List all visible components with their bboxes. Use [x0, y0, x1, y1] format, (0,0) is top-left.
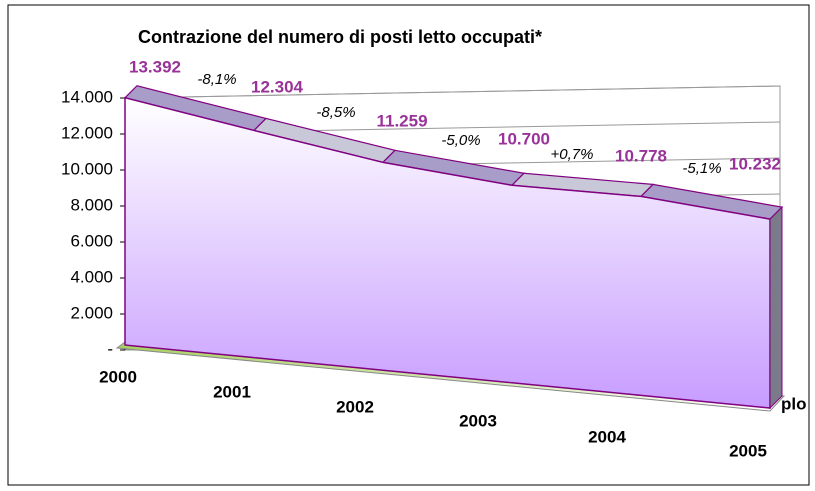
y-tick-label: -: [107, 339, 113, 358]
data-label: 11.259: [376, 111, 427, 130]
x-tick-label: 2001: [213, 382, 251, 401]
data-label: 10.232: [729, 154, 781, 173]
data-label: 10.778: [615, 146, 667, 165]
y-tick-label: 10.000: [61, 159, 113, 178]
y-tick-label: 2.000: [70, 303, 113, 322]
annotation: -8,1%: [197, 71, 236, 88]
series-label: plo: [781, 394, 807, 413]
annotation: -8,5%: [316, 104, 355, 121]
data-label: 12.304: [251, 77, 304, 96]
x-tick-label: 2000: [99, 367, 137, 386]
data-label: 13.392: [129, 57, 181, 76]
chart-title: Contrazione del numero di posti letto oc…: [138, 27, 542, 47]
y-tick-label: 8.000: [70, 195, 113, 214]
y-tick-label: 6.000: [70, 231, 113, 250]
annotation: +0,7%: [551, 146, 594, 163]
annotation: -5,0%: [441, 132, 480, 149]
area-side: [769, 205, 783, 410]
x-tick-label: 2004: [588, 427, 626, 446]
data-label: 10.700: [498, 129, 550, 148]
y-tick-label: 4.000: [70, 267, 113, 286]
grid-line: [124, 85, 781, 99]
annotation: -5,1%: [682, 160, 721, 177]
x-tick-label: 2005: [729, 441, 767, 460]
y-tick-label: 14.000: [61, 87, 113, 106]
x-tick-label: 2003: [459, 411, 497, 430]
y-tick-label: 12.000: [61, 123, 113, 142]
x-tick-label: 2002: [336, 397, 374, 416]
